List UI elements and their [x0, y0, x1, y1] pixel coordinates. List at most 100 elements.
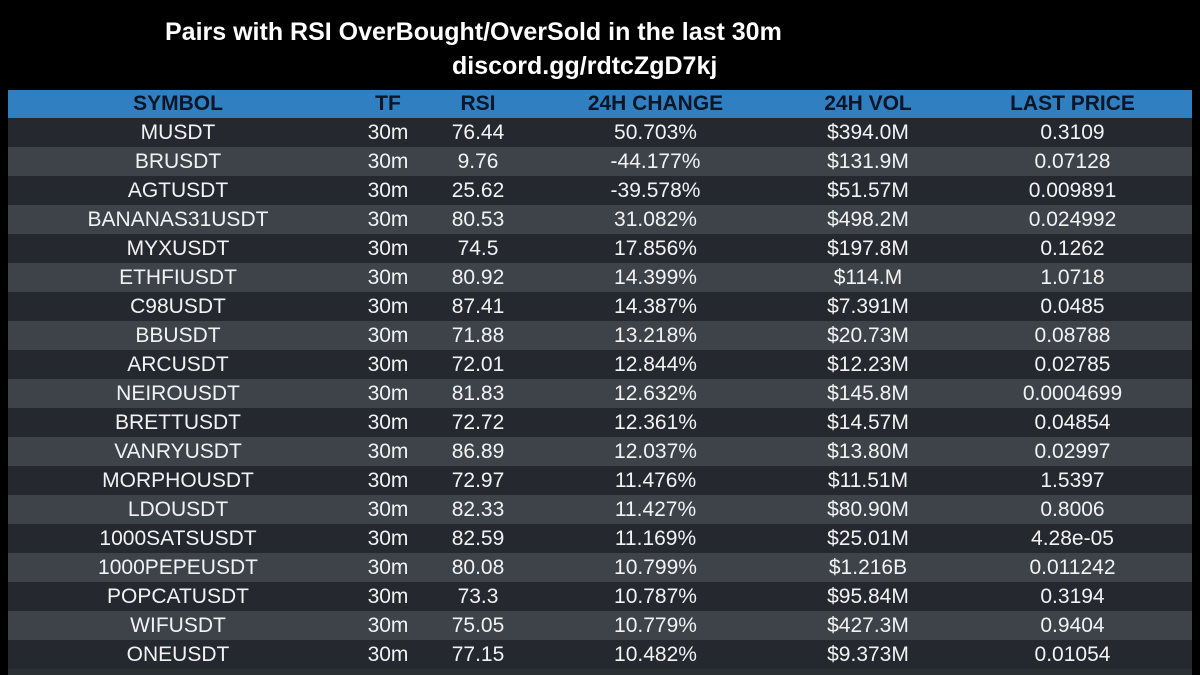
table-header-row: SYMBOL TF RSI 24H CHANGE 24H VOL LAST PR…: [8, 90, 1192, 118]
change-cell: 11.169%: [614, 527, 697, 550]
price-cell: 0.02785: [1034, 353, 1111, 376]
rsi-cell: 72.01: [451, 353, 505, 376]
change-cell: 10.482%: [614, 643, 697, 666]
rsi-cell: 82.33: [451, 498, 505, 521]
price-cell: 0.9404: [1040, 614, 1105, 637]
change-cell: 50.703%: [614, 121, 697, 144]
rsi-cell: 9.76: [457, 150, 499, 173]
change-cell: 31.082%: [614, 208, 697, 231]
rsi-cell: 76.44: [451, 121, 505, 144]
column-header-last-price[interactable]: LAST PRICE: [1010, 92, 1135, 115]
table-row[interactable]: NEIROUSDT 30m 81.83 12.632% $145.8M 0.0004699: [8, 379, 1192, 408]
page-title: Pairs with RSI OverBought/OverSold in th…: [165, 18, 782, 46]
volume-cell: $11.51M: [827, 469, 909, 492]
table-row[interactable]: ETHFIUSDT 30m 80.92 14.399% $114.M 1.0718: [8, 263, 1192, 292]
change-cell: 10.779%: [614, 614, 697, 637]
table-row[interactable]: POPCATUSDT 30m 73.3 10.787% $95.84M 0.3194: [8, 582, 1192, 611]
table-row[interactable]: AGTUSDT 30m 25.62 -39.578% $51.57M 0.009891: [8, 176, 1192, 205]
column-header-rsi[interactable]: RSI: [460, 92, 496, 115]
tf-cell: 30m: [367, 498, 409, 521]
table-row[interactable]: MYXUSDT 30m 74.5 17.856% $197.8M 0.1262: [8, 234, 1192, 263]
change-cell: 10.787%: [614, 585, 697, 608]
tf-cell: 30m: [367, 295, 409, 318]
symbol-cell: 1000PEPEUSDT: [98, 556, 258, 579]
price-cell: 0.08788: [1034, 324, 1111, 347]
change-cell: 12.361%: [614, 411, 697, 434]
table-row[interactable]: MUSDT 30m 76.44 50.703% $394.0M 0.3109: [8, 118, 1192, 147]
change-cell: 11.476%: [614, 469, 697, 492]
symbol-cell: WIFUSDT: [130, 614, 226, 637]
volume-cell: $114.M: [833, 266, 903, 289]
symbol-cell: NEIROUSDT: [116, 382, 240, 405]
table-row[interactable]: LDOUSDT 30m 82.33 11.427% $80.90M 0.8006: [8, 495, 1192, 524]
rsi-cell: 73.3: [457, 585, 499, 608]
table-row[interactable]: 1000SATSUSDT 30m 82.59 11.169% $25.01M 4.28e-…: [8, 524, 1192, 553]
table-row[interactable]: VANRYUSDT 30m 86.89 12.037% $13.80M 0.02997: [8, 437, 1192, 466]
symbol-cell: 1000SATSUSDT: [99, 527, 257, 550]
table-row[interactable]: 1000PEPEUSDT 30m 80.08 10.799% $1.216B 0.0112…: [8, 553, 1192, 582]
table-row[interactable]: MORPHOUSDT 30m 72.97 11.476% $11.51M 1.5397: [8, 466, 1192, 495]
tf-cell: 30m: [367, 527, 409, 550]
price-cell: 0.04854: [1034, 411, 1111, 434]
table-row[interactable]: C98USDT 30m 87.41 14.387% $7.391M 0.0485: [8, 292, 1192, 321]
symbol-cell: C98USDT: [130, 295, 226, 318]
symbol-cell: MUSDT: [140, 121, 216, 144]
table-row[interactable]: WIFUSDT 30m 75.05 10.779% $427.3M 0.9404: [8, 611, 1192, 640]
symbol-cell: BBUSDT: [135, 324, 221, 347]
table-row[interactable]: ARCUSDT 30m 72.01 12.844% $12.23M 0.02785: [8, 350, 1192, 379]
price-cell: 0.02997: [1034, 440, 1111, 463]
price-cell: 0.3109: [1040, 121, 1105, 144]
tf-cell: 30m: [367, 150, 409, 173]
discord-link[interactable]: discord.gg/rdtcZgD7kj: [452, 52, 718, 80]
column-header-24h-change[interactable]: 24H CHANGE: [587, 92, 724, 115]
rsi-cell: 77.15: [451, 643, 505, 666]
rsi-cell: 82.59: [451, 527, 505, 550]
change-cell: 10.799%: [614, 556, 697, 579]
tf-cell: 30m: [367, 469, 409, 492]
table-row[interactable]: BBUSDT 30m 71.88 13.218% $20.73M 0.08788: [8, 321, 1192, 350]
rsi-table: SYMBOL TF RSI 24H CHANGE 24H VOL LAST PR…: [8, 90, 1192, 669]
change-cell: 13.218%: [614, 324, 697, 347]
column-header-24h-vol[interactable]: 24H VOL: [824, 92, 912, 115]
rsi-cell: 80.08: [451, 556, 505, 579]
symbol-cell: VANRYUSDT: [114, 440, 242, 463]
symbol-cell: ETHFIUSDT: [119, 266, 237, 289]
symbol-cell: AGTUSDT: [127, 179, 229, 202]
volume-cell: $9.373M: [827, 643, 909, 666]
table-row[interactable]: ONEUSDT 30m 77.15 10.482% $9.373M 0.01054: [8, 640, 1192, 669]
table-row[interactable]: BANANAS31USDT 30m 80.53 31.082% $498.2M 0.024…: [8, 205, 1192, 234]
volume-cell: $20.73M: [827, 324, 909, 347]
tf-cell: 30m: [367, 266, 409, 289]
rsi-cell: 80.92: [451, 266, 505, 289]
rsi-cell: 86.89: [451, 440, 505, 463]
volume-cell: $12.23M: [827, 353, 909, 376]
volume-cell: $1.216B: [828, 556, 908, 579]
price-cell: 1.0718: [1040, 266, 1105, 289]
rsi-cell: 87.41: [451, 295, 505, 318]
volume-cell: $14.57M: [827, 411, 909, 434]
volume-cell: $7.391M: [827, 295, 909, 318]
volume-cell: $80.90M: [827, 498, 909, 521]
change-cell: -44.177%: [610, 150, 701, 173]
tf-cell: 30m: [367, 353, 409, 376]
table-row[interactable]: BRETTUSDT 30m 72.72 12.361% $14.57M 0.04854: [8, 408, 1192, 437]
price-cell: 0.1262: [1040, 237, 1105, 260]
volume-cell: $13.80M: [827, 440, 909, 463]
rsi-cell: 81.83: [451, 382, 505, 405]
tf-cell: 30m: [367, 208, 409, 231]
price-cell: 0.3194: [1040, 585, 1105, 608]
column-header-tf[interactable]: TF: [375, 92, 401, 115]
rsi-cell: 71.88: [451, 324, 505, 347]
table-row[interactable]: BRUSDT 30m 9.76 -44.177% $131.9M 0.07128: [8, 147, 1192, 176]
rsi-cell: 74.5: [457, 237, 499, 260]
tf-cell: 30m: [367, 179, 409, 202]
tf-cell: 30m: [367, 382, 409, 405]
price-cell: 4.28e-05: [1031, 527, 1114, 550]
price-cell: 0.8006: [1040, 498, 1105, 521]
column-header-symbol[interactable]: SYMBOL: [133, 92, 223, 115]
rsi-cell: 72.72: [451, 411, 505, 434]
price-cell: 0.024992: [1028, 208, 1117, 231]
symbol-cell: ONEUSDT: [126, 643, 230, 666]
change-cell: 14.387%: [614, 295, 697, 318]
tf-cell: 30m: [367, 324, 409, 347]
